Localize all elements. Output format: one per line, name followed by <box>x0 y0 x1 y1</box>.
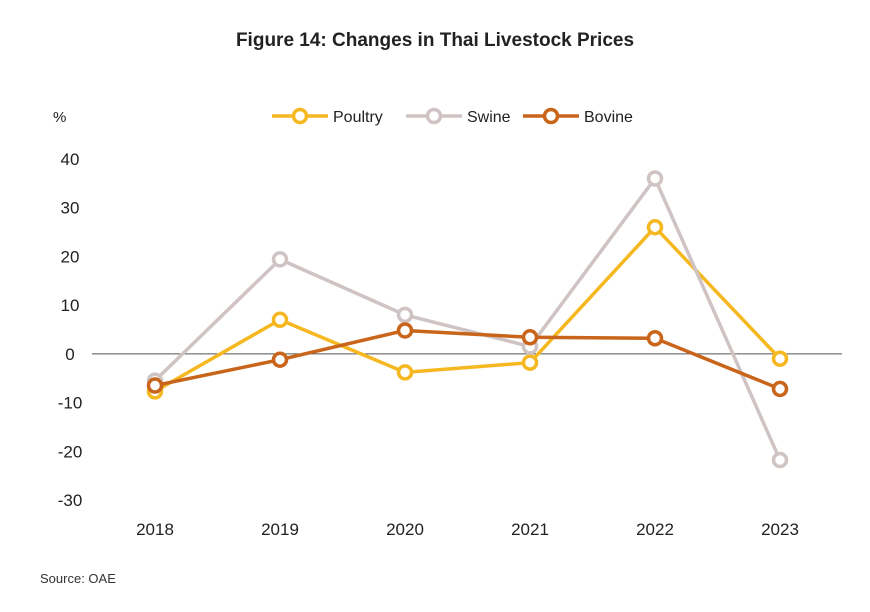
legend-label: Poultry <box>333 109 383 126</box>
bovine-point <box>646 330 664 347</box>
series-bovine <box>146 322 789 398</box>
legend: Poultry Swine Bovine <box>272 107 633 126</box>
series-layer <box>146 170 789 469</box>
bovine-line <box>153 328 782 391</box>
poultry-line <box>153 225 782 394</box>
legend-item-swine: Swine <box>406 107 511 126</box>
legend-item-bovine: Bovine <box>523 107 633 126</box>
poultry-point <box>646 218 664 236</box>
poultry-point <box>396 364 414 381</box>
legend-label: Swine <box>467 109 511 126</box>
bovine-point <box>396 322 414 339</box>
chart-title: Figure 14: Changes in Thai Livestock Pri… <box>235 30 635 51</box>
swine-point <box>771 451 789 469</box>
bovine-point <box>771 380 789 398</box>
bovine-point <box>271 351 289 368</box>
x-tick-label: 2023 <box>761 520 799 539</box>
y-tick-label: -30 <box>58 491 83 510</box>
legend-label: Bovine <box>584 109 633 126</box>
series-swine <box>146 170 789 469</box>
y-tick-label: 0 <box>65 345 74 364</box>
series-poultry <box>146 218 789 400</box>
source-note: Source: OAE <box>40 571 116 586</box>
y-tick-label: 40 <box>61 150 80 169</box>
poultry-point <box>271 311 289 329</box>
x-tick-label: 2019 <box>261 520 299 539</box>
x-tick-label: 2020 <box>386 520 424 539</box>
swine-line <box>153 176 782 462</box>
legend-swatch-marker <box>291 107 309 125</box>
swine-point <box>271 251 289 268</box>
y-tick-label: 20 <box>61 247 80 266</box>
legend-swatch-marker <box>542 107 560 125</box>
y-tick-label: -20 <box>58 442 83 461</box>
poultry-point <box>771 350 789 367</box>
y-axis-ticks: 40 30 20 10 0 -10 -20 -30 <box>58 150 83 510</box>
y-axis-unit-label: % <box>53 109 67 126</box>
x-tick-label: 2018 <box>136 520 174 539</box>
swine-point <box>646 170 664 187</box>
x-axis-ticks: 2018 2019 2020 2021 2022 2023 <box>136 520 799 539</box>
legend-swatch-marker <box>425 107 443 125</box>
bovine-point <box>521 329 539 346</box>
bovine-point <box>146 377 164 394</box>
y-tick-label: -10 <box>58 394 83 413</box>
y-tick-label: 30 <box>61 199 80 218</box>
legend-item-poultry: Poultry <box>272 107 383 126</box>
poultry-point <box>521 354 539 371</box>
y-tick-label: 10 <box>61 296 80 315</box>
x-tick-label: 2021 <box>511 520 549 539</box>
swine-point <box>396 306 414 324</box>
x-tick-label: 2022 <box>636 520 674 539</box>
